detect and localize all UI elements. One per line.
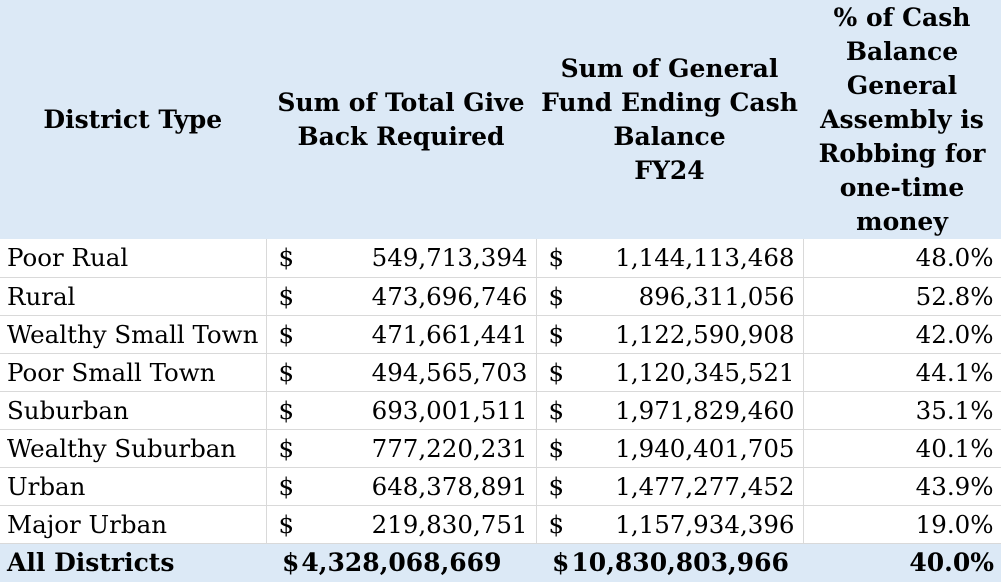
district-type-cell[interactable]: Suburban bbox=[0, 391, 267, 430]
currency-symbol: $ bbox=[548, 509, 565, 539]
header-pct-robbed[interactable]: % of Cash Balance General Assembly is Ro… bbox=[803, 0, 1001, 239]
table-row: Poor Small Town $494,565,703 $1,120,345,52… bbox=[0, 353, 1001, 392]
pct-cell[interactable]: 43.9% bbox=[803, 467, 1001, 506]
pct-cell[interactable]: 35.1% bbox=[803, 391, 1001, 430]
give-back-value: 219,830,751 bbox=[371, 509, 528, 539]
currency-symbol: $ bbox=[278, 357, 295, 387]
district-type-cell[interactable]: Poor Small Town bbox=[0, 353, 267, 392]
total-give-back-value: 4,328,068,669 bbox=[301, 548, 502, 578]
district-type-cell[interactable]: Urban bbox=[0, 467, 267, 506]
give-back-value: 777,220,231 bbox=[371, 433, 528, 463]
cash-balance-cell[interactable]: $1,122,590,908 bbox=[536, 315, 804, 354]
currency-symbol: $ bbox=[548, 471, 565, 501]
currency-symbol: $ bbox=[278, 509, 295, 539]
table-row: Rural $473,696,746 $896,311,056 52.8% bbox=[0, 277, 1001, 316]
total-district-label[interactable]: All Districts bbox=[0, 543, 266, 582]
give-back-cell[interactable]: $648,378,891 bbox=[266, 467, 537, 506]
header-cash-balance-line2: FY24 bbox=[634, 155, 705, 185]
currency-symbol: $ bbox=[278, 319, 295, 349]
total-cash-balance-value: 10,830,803,966 bbox=[571, 548, 789, 578]
give-back-value: 648,378,891 bbox=[371, 471, 528, 501]
give-back-cell[interactable]: $473,696,746 bbox=[266, 277, 537, 316]
currency-symbol: $ bbox=[548, 243, 565, 273]
total-pct-value[interactable]: 40.0% bbox=[803, 543, 1001, 582]
cash-balance-value: 1,940,401,705 bbox=[615, 433, 795, 463]
cash-balance-cell[interactable]: $1,157,934,396 bbox=[536, 505, 804, 544]
district-type-cell[interactable]: Major Urban bbox=[0, 505, 267, 544]
header-give-back[interactable]: Sum of Total Give Back Required bbox=[266, 0, 537, 239]
cash-balance-cell[interactable]: $1,144,113,468 bbox=[536, 239, 804, 278]
district-type-cell[interactable]: Wealthy Suburban bbox=[0, 429, 267, 468]
give-back-value: 693,001,511 bbox=[371, 395, 528, 425]
table-row: Major Urban $219,830,751 $1,157,934,396 19.… bbox=[0, 505, 1001, 544]
give-back-cell[interactable]: $494,565,703 bbox=[266, 353, 537, 392]
total-cash-balance-cell[interactable]: $ 10,830,803,966 bbox=[536, 543, 803, 582]
currency-symbol: $ bbox=[278, 395, 295, 425]
cash-balance-value: 1,477,277,452 bbox=[615, 471, 795, 501]
cash-balance-value: 1,120,345,521 bbox=[615, 357, 795, 387]
header-district-type[interactable]: District Type bbox=[0, 0, 267, 239]
pct-cell[interactable]: 19.0% bbox=[803, 505, 1001, 544]
currency-symbol: $ bbox=[548, 281, 565, 311]
cash-balance-cell[interactable]: $1,971,829,460 bbox=[536, 391, 804, 430]
table-footer: All Districts $ 4,328,068,669 $ 10,830,8… bbox=[0, 543, 1001, 582]
district-type-cell[interactable]: Rural bbox=[0, 277, 267, 316]
cash-balance-value: 1,122,590,908 bbox=[615, 319, 795, 349]
give-back-value: 473,696,746 bbox=[371, 281, 528, 311]
give-back-value: 471,661,441 bbox=[371, 319, 528, 349]
currency-symbol: $ bbox=[552, 548, 570, 578]
table-body: Poor Rual $549,713,394 $1,144,113,468 48.0%… bbox=[0, 239, 1001, 544]
cash-balance-value: 896,311,056 bbox=[638, 281, 795, 311]
header-row: District Type Sum of Total Give Back Req… bbox=[0, 0, 1001, 239]
table-row: Urban $648,378,891 $1,477,277,452 43.9% bbox=[0, 467, 1001, 506]
cash-balance-value: 1,157,934,396 bbox=[615, 509, 795, 539]
pct-cell[interactable]: 40.1% bbox=[803, 429, 1001, 468]
currency-symbol: $ bbox=[548, 433, 565, 463]
cash-balance-cell[interactable]: $1,477,277,452 bbox=[536, 467, 804, 506]
currency-symbol: $ bbox=[548, 395, 565, 425]
table-header: District Type Sum of Total Give Back Req… bbox=[0, 0, 1001, 239]
cash-balance-cell[interactable]: $1,120,345,521 bbox=[536, 353, 804, 392]
cash-balance-cell[interactable]: $896,311,056 bbox=[536, 277, 804, 316]
cash-balance-value: 1,971,829,460 bbox=[615, 395, 795, 425]
give-back-cell[interactable]: $693,001,511 bbox=[266, 391, 537, 430]
table-row: Suburban $693,001,511 $1,971,829,460 35.1% bbox=[0, 391, 1001, 430]
header-cash-balance-line1: Sum of General Fund Ending Cash Balance bbox=[541, 53, 798, 151]
currency-symbol: $ bbox=[282, 548, 300, 578]
pct-cell[interactable]: 42.0% bbox=[803, 315, 1001, 354]
give-back-cell[interactable]: $471,661,441 bbox=[266, 315, 537, 354]
give-back-cell[interactable]: $777,220,231 bbox=[266, 429, 537, 468]
district-type-cell[interactable]: Poor Rual bbox=[0, 239, 267, 278]
pct-cell[interactable]: 44.1% bbox=[803, 353, 1001, 392]
table-row: Wealthy Small Town $471,661,441 $1,122,590… bbox=[0, 315, 1001, 354]
currency-symbol: $ bbox=[278, 281, 295, 311]
total-give-back-cell[interactable]: $ 4,328,068,669 bbox=[266, 543, 536, 582]
currency-symbol: $ bbox=[548, 319, 565, 349]
currency-symbol: $ bbox=[278, 243, 295, 273]
give-back-value: 549,713,394 bbox=[371, 243, 528, 273]
give-back-cell[interactable]: $219,830,751 bbox=[266, 505, 537, 544]
currency-symbol: $ bbox=[278, 471, 295, 501]
total-row: All Districts $ 4,328,068,669 $ 10,830,8… bbox=[0, 543, 1001, 582]
district-type-cell[interactable]: Wealthy Small Town bbox=[0, 315, 267, 354]
pct-cell[interactable]: 52.8% bbox=[803, 277, 1001, 316]
header-cash-balance[interactable]: Sum of General Fund Ending Cash Balance … bbox=[536, 0, 804, 239]
currency-symbol: $ bbox=[548, 357, 565, 387]
table-row: Poor Rual $549,713,394 $1,144,113,468 48.0% bbox=[0, 239, 1001, 278]
give-back-value: 494,565,703 bbox=[371, 357, 528, 387]
currency-symbol: $ bbox=[278, 433, 295, 463]
give-back-cell[interactable]: $549,713,394 bbox=[266, 239, 537, 278]
cash-balance-value: 1,144,113,468 bbox=[615, 243, 795, 273]
cash-balance-cell[interactable]: $1,940,401,705 bbox=[536, 429, 804, 468]
pct-cell[interactable]: 48.0% bbox=[803, 239, 1001, 278]
table-row: Wealthy Suburban $777,220,231 $1,940,401,7… bbox=[0, 429, 1001, 468]
